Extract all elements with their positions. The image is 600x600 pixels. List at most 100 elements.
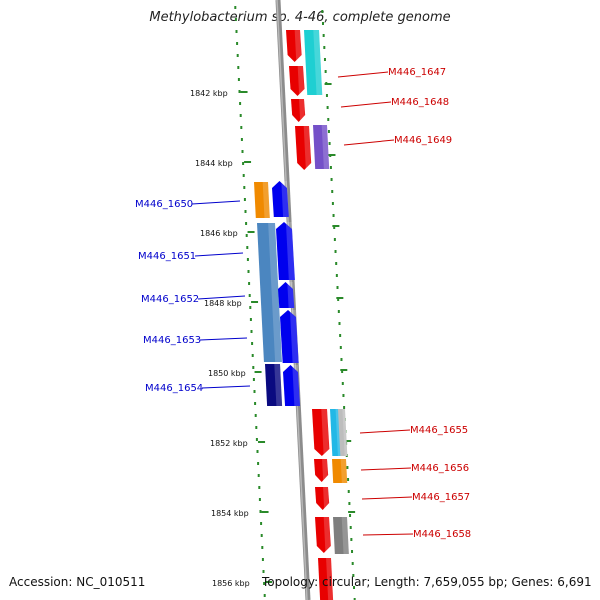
gene-label-M446_1649[interactable]: M446_1649: [394, 135, 452, 146]
tick-dot-right: [337, 298, 340, 301]
cds-block-M446_1648-shade: [297, 66, 305, 96]
tick-dot-right: [334, 250, 337, 253]
tick-dot-right: [347, 490, 350, 493]
leader-M446_1651: [194, 252, 244, 257]
feature-block-M446_1647-shade: [313, 30, 323, 95]
gene-label-M446_1650[interactable]: M446_1650: [135, 199, 193, 210]
tick-dot-left: [261, 558, 264, 561]
ruler-label-1842: 1842 kbp: [190, 89, 228, 98]
tick-marks: [234, 6, 356, 600]
tick-dot-left: [251, 354, 254, 357]
tick-dot-left: [252, 366, 255, 369]
gene-label-M446_1657[interactable]: M446_1657: [412, 492, 470, 503]
feature-block-M446_1655b: [338, 409, 348, 456]
tick-dot-right: [330, 178, 333, 181]
gene-label-M446_1652[interactable]: M446_1652: [141, 294, 199, 305]
ruler-label-1856: 1856 kbp: [212, 579, 250, 588]
cds-block-M446_1657-shade: [323, 487, 330, 510]
tick-dot-right: [327, 130, 330, 133]
tick-dot-right: [353, 598, 356, 600]
leader-M446_1658: [362, 533, 414, 536]
feature-block-M446_1649-shade: [321, 125, 330, 169]
tick-dot-right: [328, 142, 331, 145]
tick-dot-right: [331, 202, 334, 205]
gene-label-M446_1651[interactable]: M446_1651: [138, 251, 196, 262]
tick-dot-left: [259, 510, 262, 513]
tick-dot-left: [258, 486, 261, 489]
major-tick: [254, 371, 262, 373]
tick-dot-right: [336, 286, 339, 289]
tick-dot-left: [254, 414, 257, 417]
gene-labels: M446_1647 M446_1648 M446_1649 M446_1650 …: [135, 67, 471, 540]
tick-dot-left: [263, 582, 266, 585]
cds-block-M446_1652: [278, 282, 295, 308]
tick-dot-right: [326, 106, 329, 109]
tick-dot-left: [240, 138, 243, 141]
tick-dot-right: [321, 10, 324, 13]
leader-M446_1654: [201, 385, 251, 389]
tick-dot-left: [245, 222, 248, 225]
tick-dot-right: [343, 406, 346, 409]
gene-label-M446_1658[interactable]: M446_1658: [413, 529, 471, 540]
tick-dot-left: [257, 462, 260, 465]
gene-label-M446_1654[interactable]: M446_1654: [145, 383, 203, 394]
tick-dot-right: [340, 358, 343, 361]
tick-dot-left: [251, 342, 254, 345]
cds-block-M446_1650: [272, 181, 289, 217]
tick-dot-right: [333, 238, 336, 241]
feature-block-M446_1650-shade: [262, 182, 270, 218]
cds-block-M446_1648b: [291, 99, 306, 122]
tick-dot-left: [252, 378, 255, 381]
leader-M446_1655: [359, 429, 411, 434]
tick-dot-left: [239, 102, 242, 105]
gene-label-M446_1653[interactable]: M446_1653: [143, 335, 201, 346]
tick-dot-right: [341, 382, 344, 385]
major-tick: [244, 161, 252, 163]
tick-dot-right: [329, 166, 332, 169]
tick-dot-left: [249, 306, 252, 309]
tick-dot-left: [242, 174, 245, 177]
major-tick: [261, 511, 269, 513]
tick-dot-left: [241, 150, 244, 153]
cds-block-M446_1658: [315, 517, 331, 553]
tick-dot-right: [331, 190, 334, 193]
ruler-label-1852: 1852 kbp: [210, 439, 248, 448]
tick-dot-left: [238, 90, 241, 93]
gene-label-M446_1648[interactable]: M446_1648: [391, 97, 449, 108]
cds-block-M446_1649-shade: [303, 126, 312, 170]
cds-block-M446_1655: [312, 409, 330, 456]
tick-dot-left: [246, 258, 249, 261]
tick-dot-left: [246, 246, 249, 249]
tick-dot-left: [242, 162, 245, 165]
cds-block-M446_1651: [276, 222, 295, 280]
gene-label-M446_1656[interactable]: M446_1656: [411, 463, 469, 474]
major-tick-right: [344, 440, 352, 442]
tick-dot-right: [339, 346, 342, 349]
major-tick: [265, 581, 273, 583]
tick-dot-right: [324, 70, 327, 73]
tick-dot-left: [235, 30, 238, 33]
cds-block-M446_1653-shade: [289, 310, 299, 363]
accession-text: Accession: NC_010511: [9, 575, 146, 589]
summary-text: Topology: circular; Length: 7,659,055 bp…: [262, 575, 592, 589]
tick-dot-right: [335, 262, 338, 265]
tick-dot-right: [353, 586, 356, 589]
leader-M446_1649: [343, 139, 395, 146]
gene-label-M446_1647[interactable]: M446_1647: [388, 67, 446, 78]
major-tick-right: [332, 225, 340, 227]
tick-dot-right: [351, 550, 354, 553]
tick-dot-right: [348, 502, 351, 505]
gene-label-M446_1655[interactable]: M446_1655: [410, 425, 468, 436]
feature-block-M446_1655: [330, 409, 342, 456]
tick-dot-left: [255, 438, 258, 441]
major-tick-right: [328, 154, 336, 156]
tick-dot-left: [255, 426, 258, 429]
cds-block-next: [318, 558, 334, 600]
cds-block-M446_1656-shade: [322, 459, 329, 482]
page-title: Methylobacterium sp. 4-46, complete geno…: [149, 10, 451, 25]
tick-dot-left: [260, 522, 263, 525]
tick-dot-right: [349, 514, 352, 517]
tick-dot-left: [247, 270, 250, 273]
feature-block-M446_1647: [304, 30, 323, 95]
